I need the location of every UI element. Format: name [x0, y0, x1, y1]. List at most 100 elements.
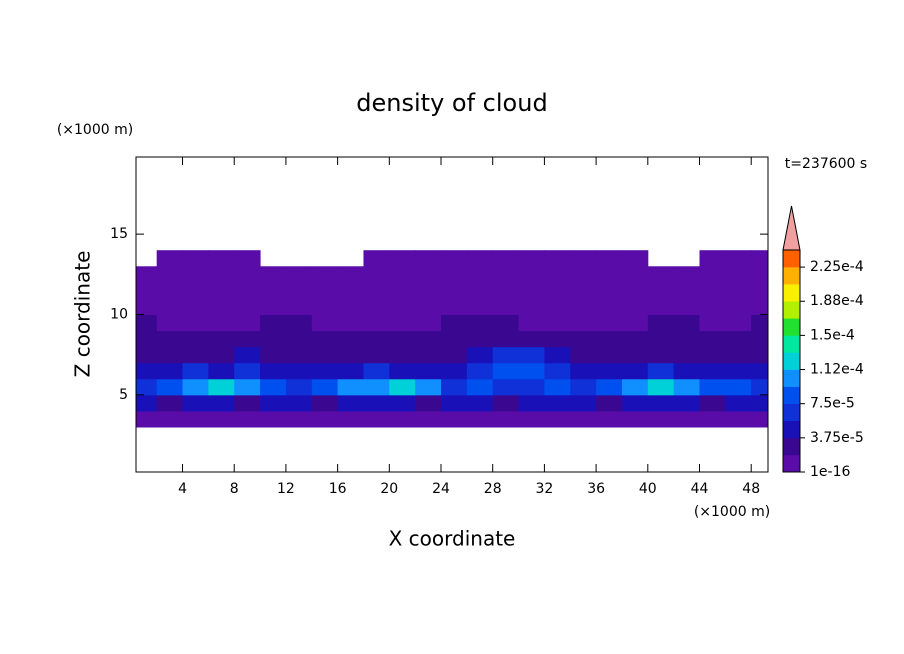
contour-cell [156, 410, 184, 428]
y-tick-label: 5 [119, 387, 128, 403]
chart-title: density of cloud [356, 89, 547, 117]
contour-cell [699, 266, 726, 283]
contour-cell [570, 362, 597, 380]
contour-cell [415, 282, 442, 299]
contour-cell [518, 250, 545, 267]
contour-cell [596, 282, 623, 299]
contour-cell [518, 330, 545, 348]
contour-cell [621, 394, 649, 412]
contour-cell [492, 410, 520, 428]
contour-cell [751, 362, 768, 380]
contour-cell [725, 330, 752, 348]
contour-cell [182, 394, 209, 412]
contour-cell [544, 410, 571, 428]
contour-cell [596, 250, 623, 267]
contour-cell [673, 298, 701, 315]
contour-cell [466, 282, 494, 299]
contour-cell [466, 394, 494, 412]
contour-cell [492, 266, 520, 283]
colorbar-band [783, 301, 800, 319]
contour-cell [725, 378, 752, 396]
contour-cell [234, 346, 261, 364]
contour-cell [285, 346, 313, 364]
colorbar-label: 2.25e-4 [810, 259, 864, 275]
x-axis-label: X coordinate [389, 527, 516, 551]
contour-cell [544, 346, 571, 364]
contour-cell [570, 394, 597, 412]
contour-cell [621, 378, 649, 396]
contour-cell [389, 330, 416, 348]
contour-cell [136, 394, 158, 412]
contour-cell [441, 314, 468, 332]
colorbar-label: 1.12e-4 [810, 362, 864, 378]
contour-cell [699, 250, 726, 267]
contour-cell [136, 362, 158, 380]
contour-cell [260, 378, 287, 396]
contour-cell [492, 378, 520, 396]
contour-cell [673, 362, 701, 380]
contour-cell [673, 346, 701, 364]
contour-cell [647, 330, 675, 348]
y-unit: (×1000 m) [57, 122, 133, 138]
colorbar-label: 3.75e-5 [810, 430, 864, 446]
time-annotation: t=237600 s [785, 156, 867, 172]
contour-cell [208, 346, 235, 364]
contour-cell [363, 346, 390, 364]
contour-cell [725, 346, 752, 364]
contour-cell [544, 394, 571, 412]
contour-cell [260, 314, 287, 332]
contour-cell [492, 314, 520, 332]
contour-cell [389, 362, 416, 380]
contour-cell [699, 394, 726, 412]
contour-cell [415, 410, 442, 428]
x-tick-label: 36 [587, 481, 605, 497]
contour-cell [751, 266, 768, 283]
contour-cell [136, 266, 158, 283]
contour-cell [673, 282, 701, 299]
contour-cell [363, 266, 390, 283]
colorbar-band [783, 437, 800, 456]
contour-cell [389, 378, 416, 396]
contour-cell [544, 282, 571, 299]
contour-cell [699, 330, 726, 348]
contour-cell [182, 346, 209, 364]
contour-cell [363, 314, 390, 332]
contour-cell [596, 362, 623, 380]
contour-cell [208, 410, 235, 428]
contour-cell [596, 298, 623, 315]
contour-cell [234, 410, 261, 428]
contour-cell [725, 266, 752, 283]
colorbar-band [783, 454, 800, 473]
contour-cell [234, 378, 261, 396]
x-tick-label: 24 [432, 481, 450, 497]
contour-cell [441, 410, 468, 428]
contour-cell [136, 282, 158, 299]
contour-cell [725, 298, 752, 315]
contour-cell [260, 330, 287, 348]
contour-cell [725, 362, 752, 380]
contour-cell [285, 410, 313, 428]
contour-cell [492, 282, 520, 299]
colorbar-label: 7.5e-5 [810, 396, 855, 412]
colorbar-label: 1.88e-4 [810, 293, 864, 309]
contour-cell [570, 346, 597, 364]
contour-cell [518, 298, 545, 315]
contour-cell [466, 314, 494, 332]
contour-cell [311, 314, 339, 332]
contour-cell [182, 250, 209, 267]
contour-cell [337, 330, 364, 348]
contour-cell [285, 362, 313, 380]
contour-cell [260, 394, 287, 412]
contour-cell [518, 346, 545, 364]
contour-cell [234, 362, 261, 380]
contour-cell [621, 362, 649, 380]
contour-cell [441, 282, 468, 299]
contour-cell [156, 314, 184, 332]
contour-cell [699, 314, 726, 332]
contour-cell [518, 378, 545, 396]
contour-cell [699, 346, 726, 364]
contour-cell [673, 410, 701, 428]
contour-cell [337, 394, 364, 412]
x-tick-label: 32 [535, 481, 553, 497]
